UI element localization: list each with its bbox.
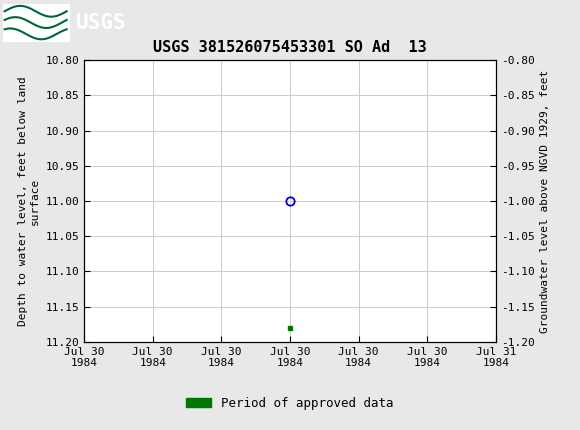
Legend: Period of approved data: Period of approved data: [181, 392, 399, 415]
Y-axis label: Groundwater level above NGVD 1929, feet: Groundwater level above NGVD 1929, feet: [540, 69, 550, 333]
Title: USGS 381526075453301 SO Ad  13: USGS 381526075453301 SO Ad 13: [153, 40, 427, 55]
Text: USGS: USGS: [75, 12, 126, 33]
FancyBboxPatch shape: [3, 3, 70, 42]
Y-axis label: Depth to water level, feet below land
surface: Depth to water level, feet below land su…: [19, 76, 40, 326]
